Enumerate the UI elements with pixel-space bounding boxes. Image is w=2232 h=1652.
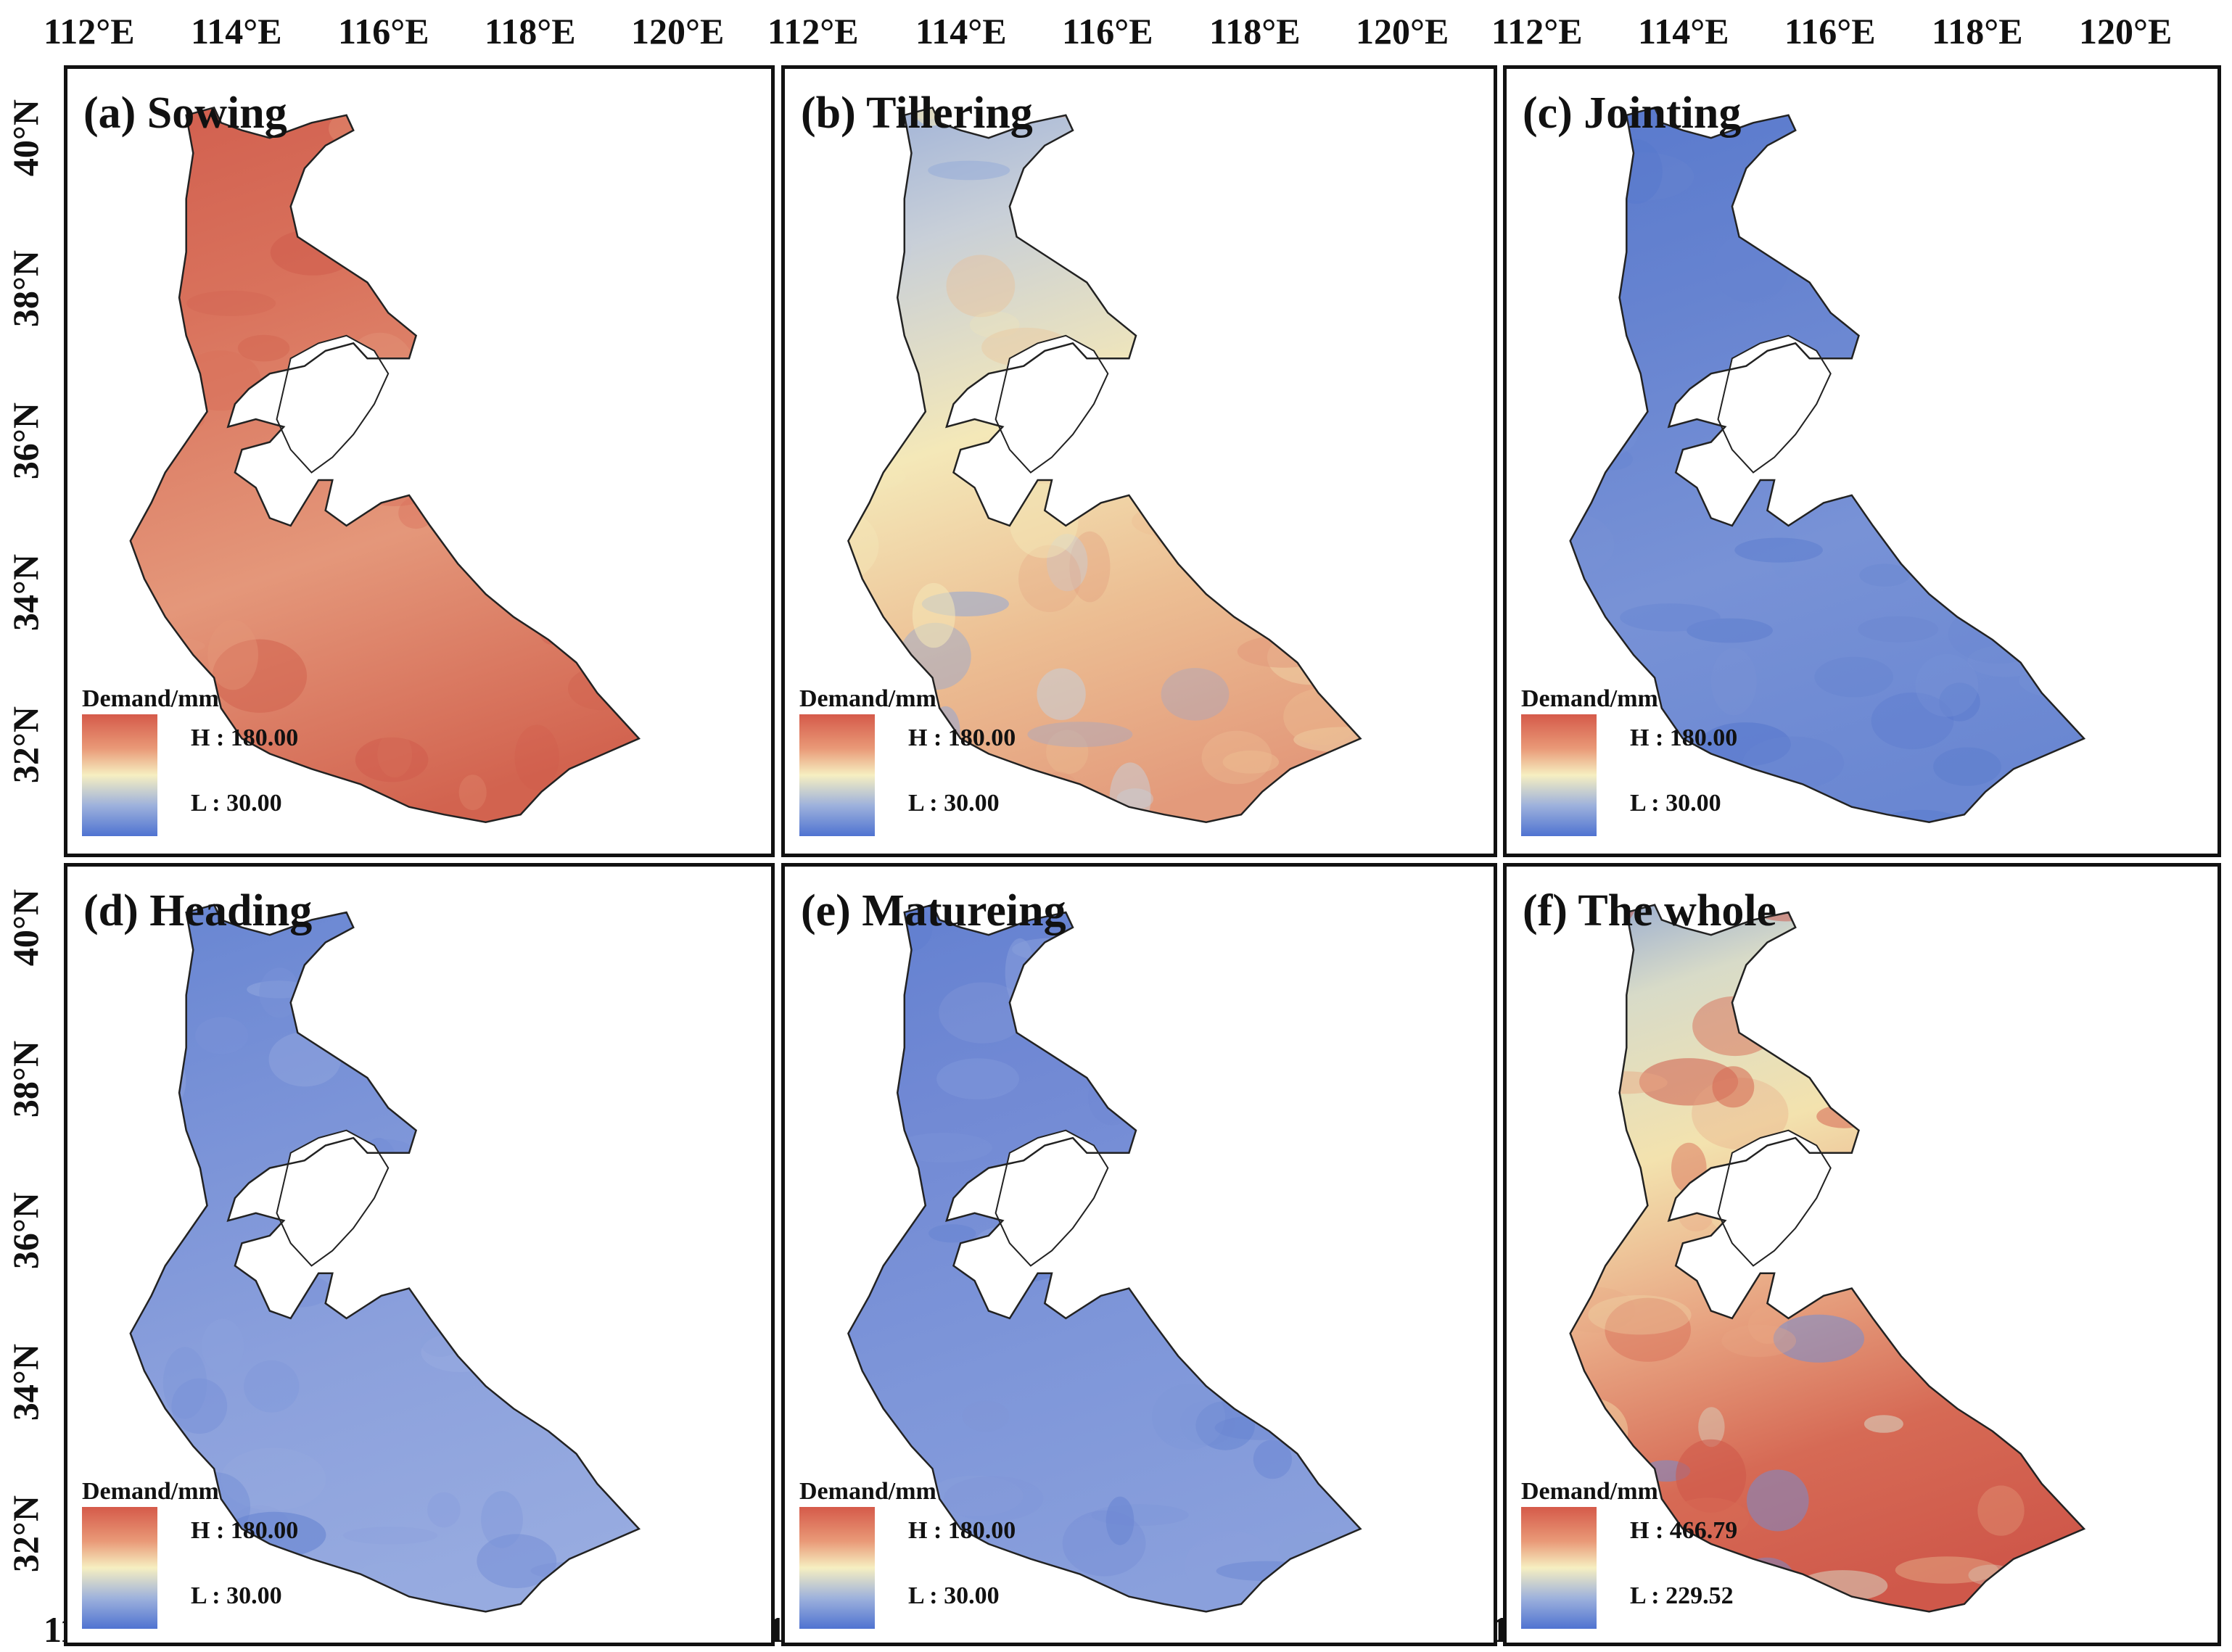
- legend-title: Demand/mm: [1521, 1478, 1658, 1505]
- region-boundary: [129, 106, 641, 823]
- lat-tick: 38°N: [5, 249, 46, 328]
- lon-tick: 112°E: [1491, 11, 1583, 51]
- raster-fill: [1570, 107, 2084, 822]
- lat-tick: 32°N: [5, 706, 46, 784]
- panel-title: (a) Sowing: [83, 88, 287, 138]
- legend-colorbar: [82, 714, 157, 836]
- legend-low-value: L : 30.00: [908, 1582, 1000, 1609]
- legend-title: Demand/mm: [799, 1478, 936, 1505]
- raster-fill: [1570, 904, 2084, 1612]
- bay-cutout: [994, 334, 1109, 474]
- panel-title: (e) Matureing: [801, 886, 1066, 936]
- bay-cutout: [276, 334, 390, 474]
- lon-tick: 114°E: [1638, 11, 1729, 51]
- map-panel-e: (e) Matureing Demand/mm H : 180.00 L : 3…: [781, 863, 1497, 1646]
- lon-tick: 120°E: [631, 11, 725, 51]
- legend-colorbar: [799, 714, 875, 836]
- raster-fill: [130, 904, 639, 1612]
- legend-high-value: H : 180.00: [191, 1517, 299, 1544]
- legend-low-value: L : 30.00: [1630, 790, 1721, 817]
- legend-colorbar: [82, 1507, 157, 1629]
- legend-high-value: H : 180.00: [191, 724, 299, 751]
- lon-tick: 112°E: [44, 11, 135, 51]
- lat-tick: 34°N: [5, 553, 46, 632]
- region-boundary: [129, 904, 641, 1613]
- panel-title: (d) Heading: [83, 886, 313, 936]
- raster-fill: [848, 107, 1361, 822]
- panel-title: (f) The whole: [1523, 886, 1777, 936]
- region-boundary: [1569, 106, 2086, 823]
- lon-tick: 118°E: [1932, 11, 2023, 51]
- legend-high-value: H : 466.79: [1630, 1517, 1738, 1544]
- legend-colorbar: [799, 1507, 875, 1629]
- map-panel-f: (f) The whole Demand/mm H : 466.79 L : 2…: [1503, 863, 2221, 1646]
- panel-title: (c) Jointing: [1523, 88, 1742, 138]
- lat-tick: 40°N: [5, 99, 46, 177]
- lon-tick: 116°E: [1062, 11, 1153, 51]
- lat-tick: 38°N: [5, 1040, 46, 1118]
- legend-low-value: L : 229.52: [1630, 1582, 1734, 1609]
- lat-tick: 32°N: [5, 1495, 46, 1573]
- bay-cutout: [1717, 334, 1832, 474]
- bay-cutout: [994, 1129, 1109, 1267]
- region-boundary: [1569, 904, 2086, 1613]
- lat-tick: 36°N: [5, 1191, 46, 1270]
- lon-tick: 120°E: [2079, 11, 2173, 51]
- lon-tick: 114°E: [915, 11, 1007, 51]
- legend-title: Demand/mm: [82, 685, 219, 712]
- lat-tick: 34°N: [5, 1343, 46, 1421]
- raster-fill: [848, 904, 1361, 1612]
- bay-cutout: [1717, 1129, 1832, 1267]
- map-region: [1569, 106, 2086, 823]
- legend-colorbar: [1521, 714, 1597, 836]
- map-panel-d: (d) Heading Demand/mm H : 180.00 L : 30.…: [64, 863, 775, 1646]
- map-region: [129, 106, 641, 823]
- map-region: [847, 106, 1362, 823]
- panel-title: (b) Tillering: [801, 88, 1033, 138]
- map-region: [847, 904, 1362, 1613]
- map-region: [1569, 904, 2086, 1613]
- lon-tick: 118°E: [485, 11, 576, 51]
- legend-title: Demand/mm: [1521, 685, 1658, 712]
- legend-high-value: H : 180.00: [908, 1517, 1016, 1544]
- region-boundary: [847, 106, 1362, 823]
- lon-tick: 118°E: [1209, 11, 1301, 51]
- lon-tick: 112°E: [767, 11, 859, 51]
- map-panel-c: (c) Jointing Demand/mm H : 180.00 L : 30…: [1503, 65, 2221, 857]
- legend-title: Demand/mm: [799, 685, 936, 712]
- lon-tick: 116°E: [338, 11, 429, 51]
- lon-tick: 114°E: [191, 11, 282, 51]
- legend-low-value: L : 30.00: [191, 1582, 282, 1609]
- map-panel-b: (b) Tillering Demand/mm H : 180.00 L : 3…: [781, 65, 1497, 857]
- legend-high-value: H : 180.00: [908, 724, 1016, 751]
- raster-fill: [130, 107, 639, 822]
- region-boundary: [847, 904, 1362, 1613]
- legend-colorbar: [1521, 1507, 1597, 1629]
- legend-low-value: L : 30.00: [908, 790, 1000, 817]
- lat-tick: 40°N: [5, 888, 46, 967]
- lon-tick: 120°E: [1356, 11, 1449, 51]
- bay-cutout: [276, 1129, 390, 1267]
- legend-title: Demand/mm: [82, 1478, 219, 1505]
- legend-low-value: L : 30.00: [191, 790, 282, 817]
- map-panel-a: (a) Sowing Demand/mm H : 180.00 L : 30.0…: [64, 65, 775, 857]
- lon-tick: 116°E: [1784, 11, 1876, 51]
- lat-tick: 36°N: [5, 402, 46, 480]
- map-region: [129, 904, 641, 1613]
- legend-high-value: H : 180.00: [1630, 724, 1738, 751]
